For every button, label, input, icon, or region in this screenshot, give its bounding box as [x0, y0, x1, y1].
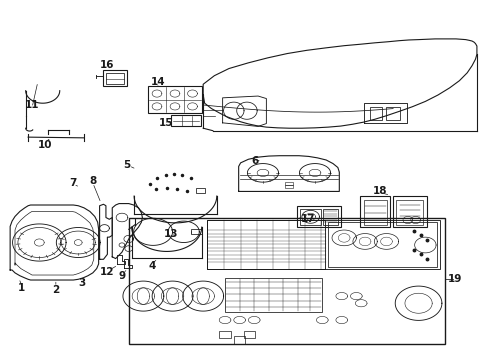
- Text: 14: 14: [150, 77, 165, 87]
- Text: 13: 13: [163, 229, 178, 239]
- Text: 7: 7: [69, 178, 77, 188]
- Text: 8: 8: [89, 176, 96, 186]
- Text: 9: 9: [118, 271, 125, 281]
- Text: 1: 1: [18, 283, 25, 293]
- Text: 4: 4: [148, 261, 156, 271]
- Text: 17: 17: [300, 214, 314, 224]
- Text: 2: 2: [52, 285, 60, 295]
- Text: 10: 10: [38, 140, 52, 150]
- Text: 18: 18: [372, 186, 386, 197]
- Text: 3: 3: [78, 278, 85, 288]
- Text: 15: 15: [158, 118, 173, 128]
- Text: 6: 6: [251, 157, 258, 166]
- Text: 16: 16: [100, 60, 114, 70]
- Text: 12: 12: [100, 267, 114, 277]
- Text: 19: 19: [447, 274, 461, 284]
- Text: 11: 11: [25, 100, 39, 110]
- Text: 5: 5: [123, 160, 130, 170]
